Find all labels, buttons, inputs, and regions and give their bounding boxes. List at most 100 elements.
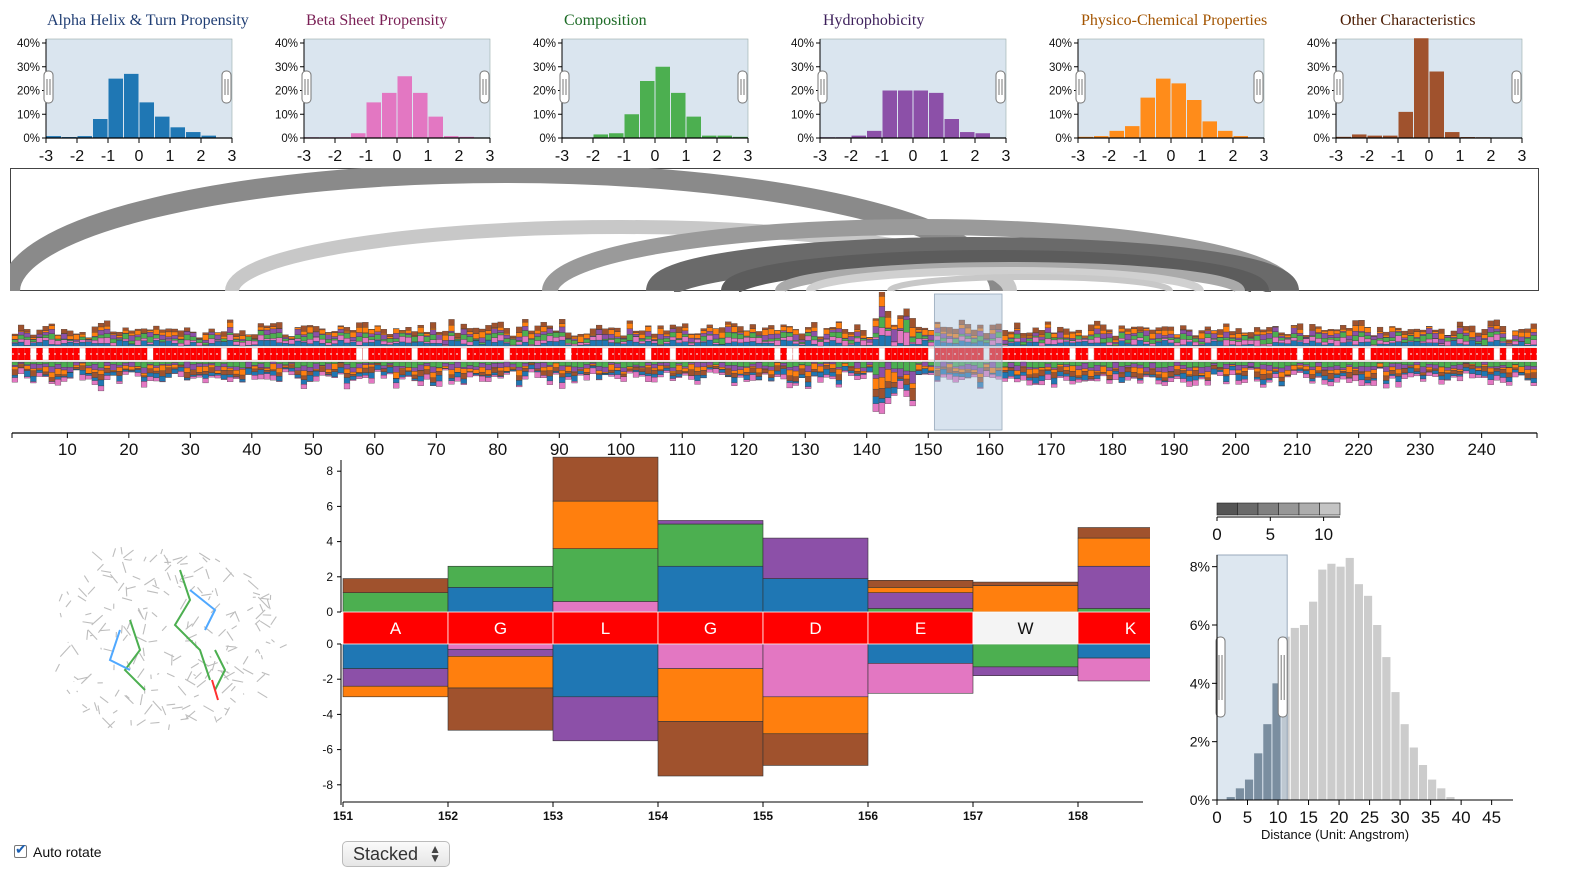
overview-bar-segment	[1493, 325, 1500, 330]
overview-bar-segment	[1081, 374, 1088, 381]
brush-handle[interactable]	[43, 70, 54, 104]
overview-bar-segment	[645, 373, 652, 377]
overview-bar-segment	[491, 333, 498, 338]
brush-handle[interactable]	[1277, 636, 1288, 718]
overview-bar-segment	[1155, 361, 1162, 368]
backbone-segment	[143, 556, 147, 562]
brush-handle[interactable]	[221, 70, 232, 104]
overview-bar-segment	[1026, 374, 1033, 378]
brush-handle[interactable]	[1075, 70, 1086, 104]
overview-bar-segment	[805, 332, 812, 337]
x-tick-label: 2	[971, 148, 980, 165]
overview-bar-segment	[380, 371, 387, 376]
distance-histogram[interactable]: 0 5 100%2%4%6%8%0 5 10 15 20 25 30 35 40 45Distance…	[1170, 495, 1530, 850]
overview-bar-segment	[1370, 380, 1377, 386]
overview-bar-segment	[1530, 323, 1537, 329]
brush-handle[interactable]	[1333, 70, 1344, 104]
overview-bar-segment	[24, 332, 31, 338]
histogram-bar	[1352, 134, 1367, 138]
overview-bar-segment	[1026, 369, 1033, 375]
overview-bar-segment	[872, 339, 879, 347]
overview-bar-segment	[190, 364, 197, 371]
overview-bar-segment	[503, 361, 510, 368]
overview-bar-segment	[405, 361, 412, 368]
overview-bar-segment	[552, 372, 560, 375]
overview-bar-segment	[239, 340, 246, 343]
overview-bar-segment	[841, 329, 849, 334]
backbone-segment	[151, 689, 159, 691]
overview-bar-segment	[552, 330, 560, 332]
overview-bar-segment	[872, 326, 879, 334]
overview-bar-segment	[725, 321, 732, 325]
overview-bar-segment	[909, 361, 916, 372]
overview-bar-segment	[1087, 361, 1095, 368]
overview-bar-segment	[239, 369, 246, 376]
x-tick-label: -2	[70, 148, 84, 165]
overview-bar-segment	[1463, 332, 1470, 336]
overview-bar-segment	[497, 327, 504, 331]
brush-handle[interactable]	[559, 70, 570, 104]
mode-select[interactable]: Stacked ▲ ▼	[342, 841, 450, 867]
overview-bar-segment	[85, 361, 92, 366]
overview-bar-segment	[319, 328, 326, 331]
brush-handle[interactable]	[1215, 636, 1226, 718]
brush-handle[interactable]	[817, 70, 828, 104]
overview-residue-cell	[1340, 347, 1347, 361]
overview-bar-segment	[1051, 377, 1058, 385]
overview-bar-segment	[17, 362, 25, 365]
distance-selection-brush[interactable]	[1216, 554, 1288, 801]
overview-bar-segment	[17, 364, 25, 368]
overview-bar-segment	[1395, 368, 1402, 374]
overview-residue-cell	[743, 347, 750, 361]
sequence-overview[interactable]: 10 20 30 40 50 60 70 80 90 100 110 120 130 140 150 160 1…	[0, 292, 1545, 460]
brush-handle[interactable]	[737, 70, 748, 104]
backbone-segment	[254, 619, 261, 625]
overview-bar-segment	[1204, 330, 1211, 334]
overview-bar-segment	[294, 371, 301, 375]
overview-bar-segment	[202, 361, 209, 365]
overview-bar-segment	[1530, 372, 1537, 379]
overview-bar-segment	[30, 361, 37, 365]
backbone-segment	[191, 616, 200, 627]
y-tick-label: 20%	[791, 86, 814, 98]
overview-bar-segment	[1493, 319, 1500, 326]
overview-bar-segment	[233, 344, 240, 347]
overview-bar-segment	[97, 330, 105, 336]
overview-bar-segment	[1075, 341, 1082, 347]
overview-bar-segment	[460, 328, 467, 335]
brush-handle[interactable]	[301, 70, 312, 104]
auto-rotate-checkbox[interactable]: ✔	[14, 841, 27, 858]
overview-bar-segment	[663, 330, 670, 335]
overview-bar-segment	[516, 336, 523, 341]
overview-bar-segment	[1057, 337, 1064, 340]
overview-bar-segment	[386, 363, 394, 366]
overview-bar-segment	[596, 339, 603, 347]
overview-bar-segment	[1149, 338, 1156, 340]
overview-selection-brush[interactable]	[933, 293, 1003, 431]
overview-bar-segment	[436, 367, 443, 372]
overview-bar-segment	[780, 339, 787, 347]
overview-bar-segment	[1395, 332, 1402, 336]
overview-bar-segment	[1235, 369, 1242, 374]
overview-bar-segment	[872, 337, 879, 340]
overview-bar-segment	[184, 377, 191, 380]
overview-bar-segment	[61, 333, 68, 340]
histogram-bar	[124, 73, 139, 138]
brush-handle[interactable]	[479, 70, 490, 104]
backbone-segment	[97, 705, 101, 715]
overview-bar-segment	[1370, 336, 1377, 340]
brush-handle[interactable]	[995, 70, 1006, 104]
backbone-segment	[59, 612, 62, 618]
brush-handle[interactable]	[1511, 70, 1522, 104]
auto-rotate-control[interactable]: ✔ Auto rotate	[14, 841, 102, 860]
overview-bar-segment	[1100, 338, 1107, 343]
overview-residue-cell	[1247, 347, 1254, 361]
overview-residue-cell	[1118, 347, 1125, 361]
overview-bar-segment	[1253, 367, 1261, 369]
brush-handle[interactable]	[1253, 70, 1264, 104]
overview-bar-segment	[700, 341, 707, 347]
histogram-bar	[1218, 130, 1233, 138]
overview-bar-segment	[1124, 367, 1132, 373]
protein-structure-view[interactable]	[30, 530, 300, 750]
overview-bar-segment	[1487, 373, 1494, 380]
